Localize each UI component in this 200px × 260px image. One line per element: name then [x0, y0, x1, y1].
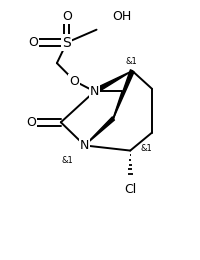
Text: O: O: [26, 116, 36, 129]
Text: O: O: [68, 75, 78, 88]
Text: &1: &1: [125, 57, 136, 66]
Text: &1: &1: [139, 144, 151, 153]
Text: O: O: [28, 36, 38, 49]
Text: &1: &1: [62, 156, 73, 165]
Polygon shape: [84, 117, 114, 145]
Polygon shape: [113, 70, 133, 118]
Text: N: N: [80, 139, 89, 152]
Polygon shape: [93, 71, 132, 94]
Text: S: S: [62, 36, 71, 50]
Text: Cl: Cl: [123, 183, 136, 196]
Text: OH: OH: [112, 10, 131, 23]
Text: O: O: [62, 10, 71, 23]
Text: N: N: [89, 85, 99, 98]
